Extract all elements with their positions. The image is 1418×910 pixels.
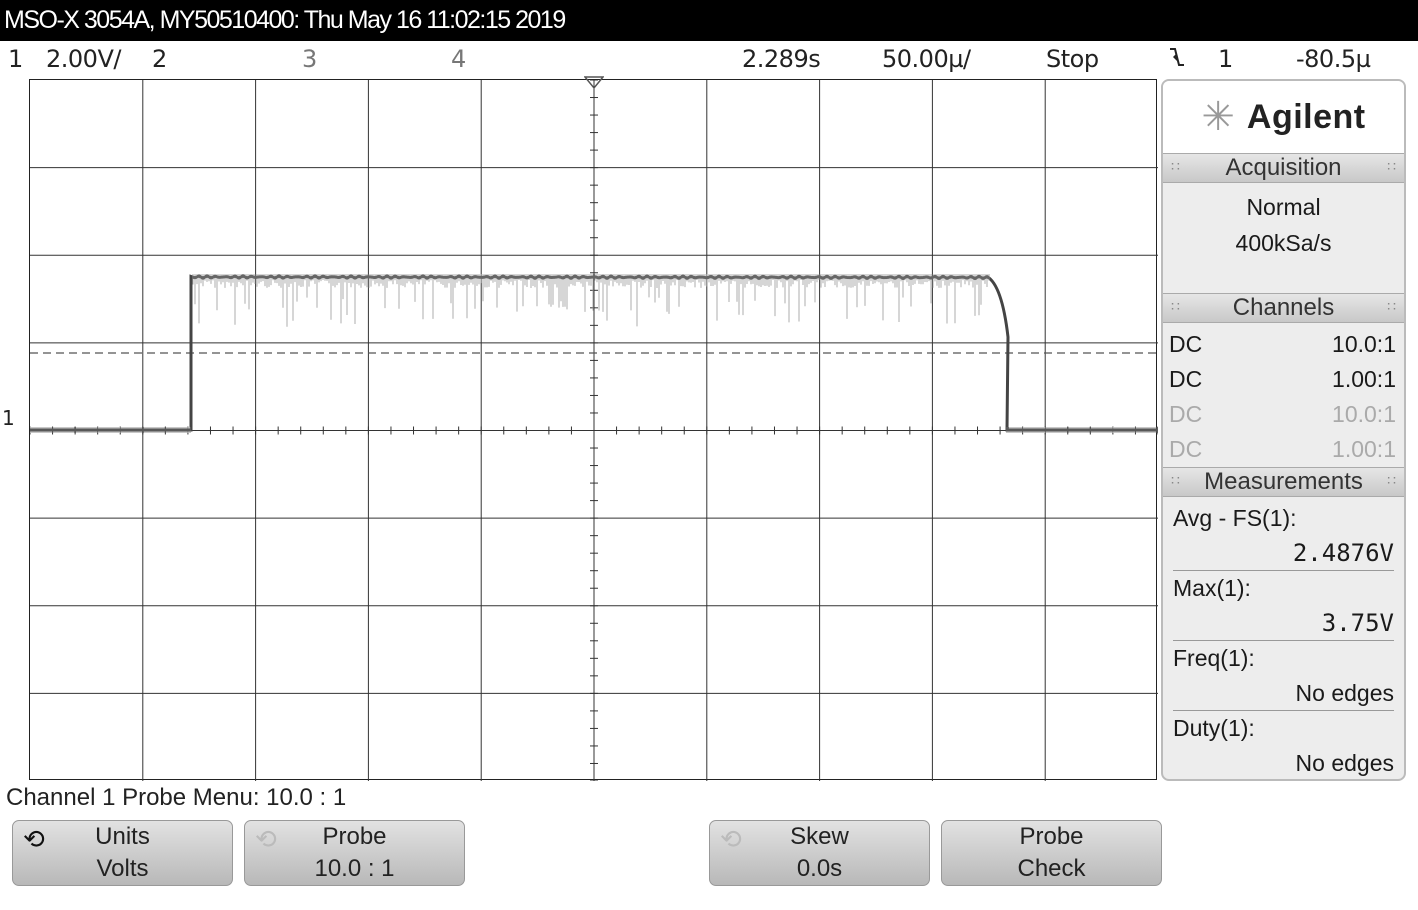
ground-reference-icon[interactable]: 1 xyxy=(2,406,15,430)
run-state[interactable]: Stop xyxy=(1046,45,1099,73)
waveform-graticule xyxy=(30,80,1158,781)
channel-row-4: DC 1.00:1 xyxy=(1163,432,1404,467)
trigger-position-icon[interactable] xyxy=(584,76,604,90)
measurements-title: Measurements xyxy=(1204,468,1363,495)
skew-softkey[interactable]: ⟲ Skew 0.0s xyxy=(709,820,930,886)
grip-icon: ∷ xyxy=(1387,298,1396,314)
ch1-scale[interactable]: 2.00V/ xyxy=(46,45,121,73)
ch3-label[interactable]: 3 xyxy=(302,45,317,73)
acquisition-header[interactable]: ∷ Acquisition ∷ xyxy=(1163,153,1404,183)
channel-row-3: DC 10.0:1 xyxy=(1163,397,1404,432)
measurements-header[interactable]: ∷ Measurements ∷ xyxy=(1163,467,1404,497)
grip-icon: ∷ xyxy=(1171,298,1180,314)
ch4-label[interactable]: 4 xyxy=(451,45,466,73)
sample-rate: 400kSa/s xyxy=(1235,230,1332,256)
measurement-value: No edges xyxy=(1173,675,1394,711)
trigger-source[interactable]: 1 xyxy=(1218,45,1233,73)
acquisition-mode: Normal xyxy=(1246,194,1321,220)
trace-noise xyxy=(192,274,990,327)
grip-icon: ∷ xyxy=(1171,158,1180,174)
measurement-value: 2.4876V xyxy=(1173,535,1394,571)
softkey-label: Probe xyxy=(322,823,387,850)
measurement-label: Duty(1): xyxy=(1173,715,1255,741)
softkey-value: 0.0s xyxy=(796,855,843,882)
grip-icon: ∷ xyxy=(1387,158,1396,174)
ground-marker-label: 1 xyxy=(2,406,15,430)
softkey-value: Volts xyxy=(96,855,149,882)
trace-noise-low xyxy=(30,427,1158,433)
channel-row-2: DC 1.00:1 xyxy=(1163,362,1404,397)
softkey-value: Check xyxy=(1017,855,1086,882)
acquisition-title: Acquisition xyxy=(1225,154,1342,181)
status-bar: 1 2.00V/ 2 3 4 2.289s 50.00µ/ Stop 1 -80… xyxy=(0,41,1418,77)
channels-list: DC 10.0:1 DC 1.00:1 DC 10.0:1 DC 1.00:1 xyxy=(1163,323,1404,467)
menu-title: Channel 1 Probe Menu: 10.0 : 1 xyxy=(6,784,347,811)
channels-title: Channels xyxy=(1232,294,1335,321)
channel-row-1: DC 10.0:1 xyxy=(1163,327,1404,362)
grip-icon: ∷ xyxy=(1171,472,1180,488)
rotate-knob-icon: ⟲ xyxy=(255,824,277,854)
time-scale[interactable]: 50.00µ/ xyxy=(882,45,971,73)
channel-coupling: DC xyxy=(1169,331,1203,357)
softkey-label: Skew xyxy=(790,823,849,850)
falling-edge-trigger-icon xyxy=(1168,45,1186,75)
channel-probe: 10.0:1 xyxy=(1332,331,1396,357)
softkey-label: Probe xyxy=(1019,823,1084,850)
units-softkey[interactable]: ⟲ Units Volts xyxy=(12,820,233,886)
brand-logo: ✳ Agilent xyxy=(1163,81,1404,153)
channel-probe: 1.00:1 xyxy=(1332,366,1396,392)
rotate-knob-icon: ⟲ xyxy=(720,824,742,854)
channels-header[interactable]: ∷ Channels ∷ xyxy=(1163,293,1404,323)
waveform-display[interactable] xyxy=(29,79,1158,781)
channel-coupling: DC xyxy=(1169,366,1203,392)
ch2-label[interactable]: 2 xyxy=(152,45,167,73)
measurement-label: Avg - FS(1): xyxy=(1173,505,1297,531)
agilent-spark-icon: ✳ xyxy=(1201,95,1235,139)
probe-check-softkey[interactable]: Probe Check xyxy=(941,820,1162,886)
time-position[interactable]: 2.289s xyxy=(742,45,821,73)
grip-icon: ∷ xyxy=(1387,472,1396,488)
channel-probe: 1.00:1 xyxy=(1332,436,1396,462)
brand-name: Agilent xyxy=(1246,97,1366,136)
measurement-label: Max(1): xyxy=(1173,575,1251,601)
softkey-value: 10.0 : 1 xyxy=(314,855,395,882)
probe-softkey[interactable]: ⟲ Probe 10.0 : 1 xyxy=(244,820,465,886)
trigger-level[interactable]: -80.5µ xyxy=(1296,45,1371,73)
side-panel: ✳ Agilent ∷ Acquisition ∷ Normal 400kSa/… xyxy=(1161,79,1406,781)
softkey-label: Units xyxy=(95,823,150,850)
rotate-knob-icon: ⟲ xyxy=(23,824,45,854)
channel-coupling: DC xyxy=(1169,436,1203,462)
channel-probe: 10.0:1 xyxy=(1332,401,1396,427)
ch1-label[interactable]: 1 xyxy=(8,45,23,73)
measurement-value: 3.75V xyxy=(1173,605,1394,641)
channel-coupling: DC xyxy=(1169,401,1203,427)
window-title: MSO-X 3054A, MY50510400: Thu May 16 11:0… xyxy=(0,0,1418,41)
acquisition-info: Normal 400kSa/s xyxy=(1163,183,1404,293)
measurement-label: Freq(1): xyxy=(1173,645,1255,671)
measurements-list: Avg - FS(1): 2.4876V Max(1): 3.75V Freq(… xyxy=(1163,497,1404,779)
measurement-value: No edges xyxy=(1295,750,1394,776)
